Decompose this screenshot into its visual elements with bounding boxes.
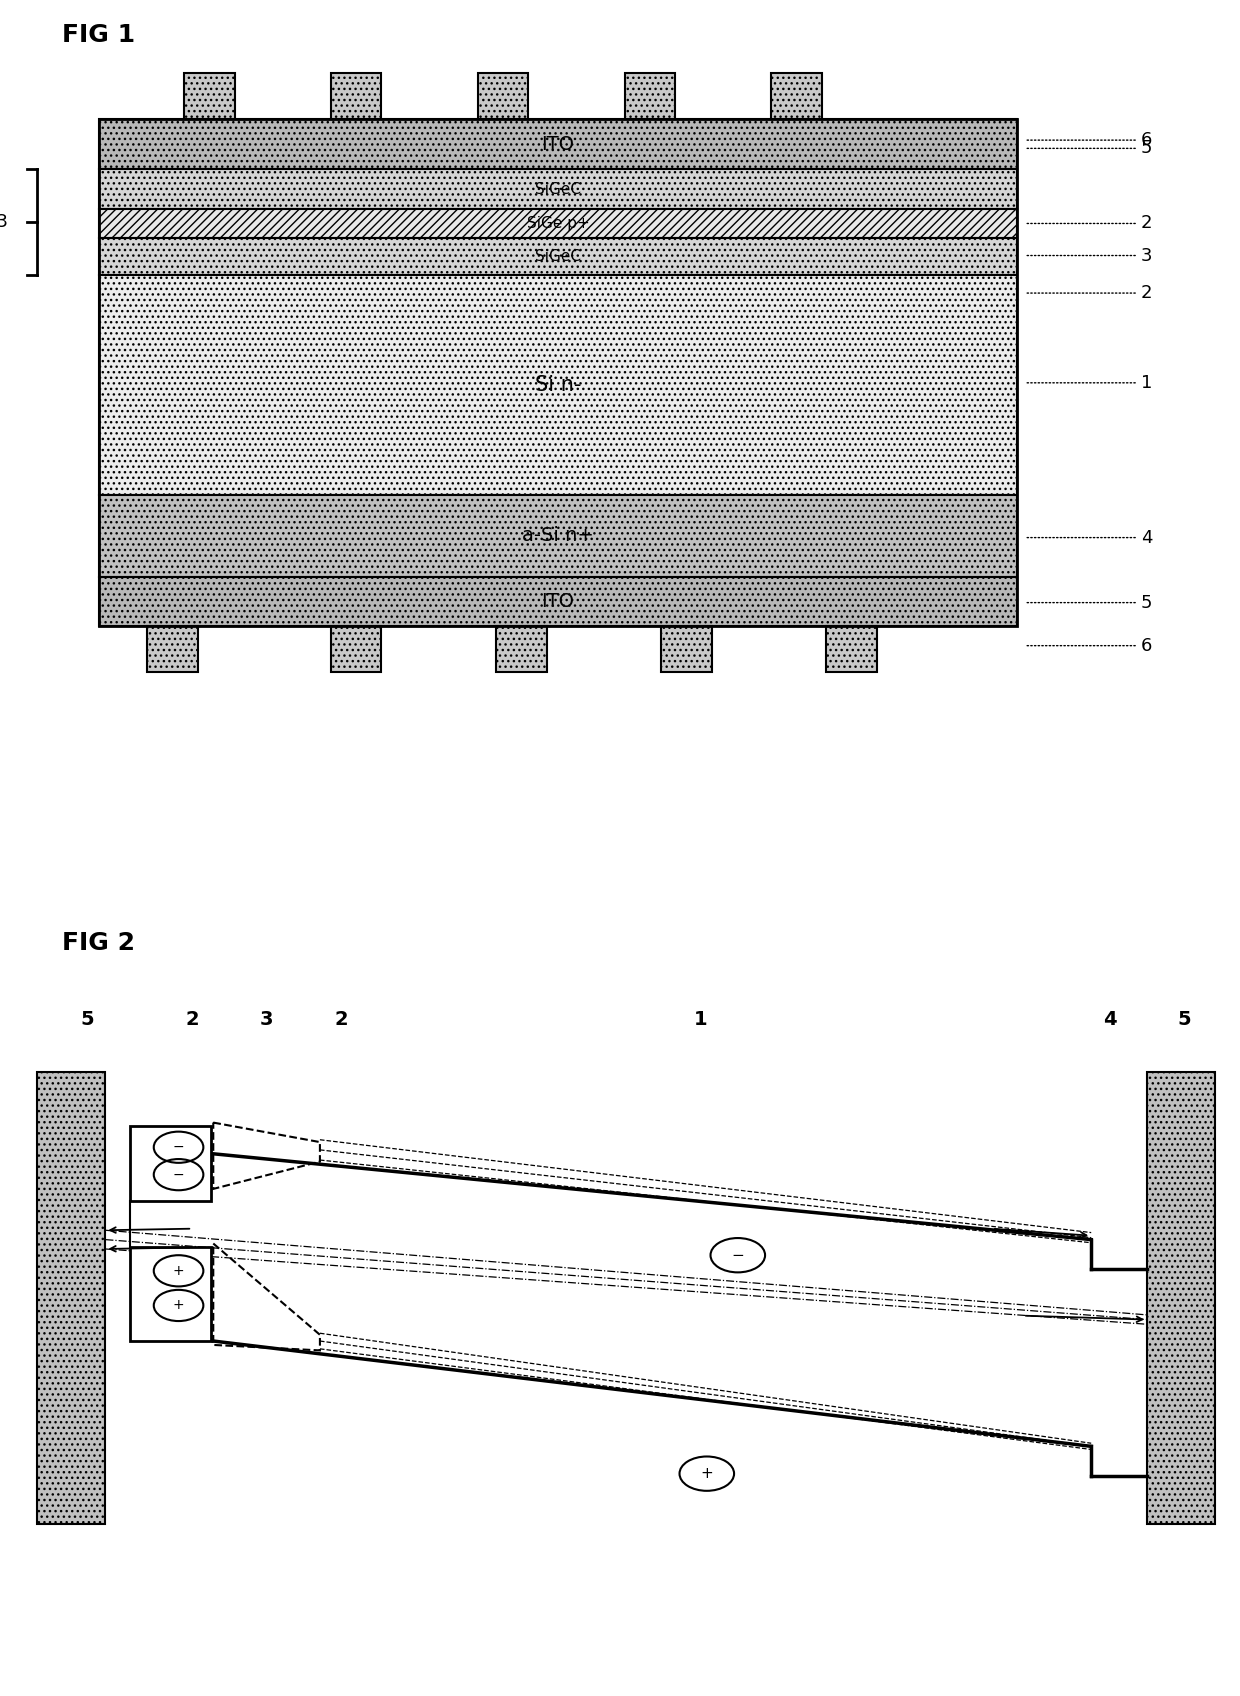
Text: SiGeC: SiGeC: [534, 249, 582, 265]
Bar: [99, 577, 1017, 626]
Text: 2: 2: [1025, 283, 1152, 302]
Bar: [771, 73, 822, 119]
Bar: [661, 626, 712, 672]
Text: FIG 1: FIG 1: [62, 24, 135, 47]
Bar: [331, 626, 382, 672]
Bar: [99, 209, 1017, 237]
Text: 5: 5: [81, 1009, 93, 1029]
Bar: [496, 626, 547, 672]
Bar: [625, 73, 675, 119]
Bar: [37, 1072, 105, 1525]
Text: FIG 2: FIG 2: [62, 931, 135, 955]
Text: 5: 5: [1178, 1009, 1190, 1029]
Text: 5: 5: [1025, 594, 1152, 612]
Text: 5: 5: [1025, 139, 1152, 158]
Bar: [130, 1126, 211, 1201]
Text: −: −: [732, 1248, 744, 1264]
Text: SiGe p+: SiGe p+: [527, 215, 589, 231]
Bar: [99, 237, 1017, 275]
Bar: [184, 73, 234, 119]
Text: 6: 6: [1025, 131, 1152, 149]
Text: 2: 2: [1025, 214, 1152, 232]
Text: 3: 3: [1025, 246, 1152, 265]
Text: 2: 2: [186, 1009, 198, 1029]
Text: +: +: [172, 1299, 185, 1313]
Text: 1: 1: [1025, 373, 1152, 392]
Text: 3: 3: [260, 1009, 273, 1029]
Text: −: −: [172, 1167, 185, 1182]
Text: 2: 2: [335, 1009, 347, 1029]
Text: ITO: ITO: [542, 134, 574, 154]
Bar: [331, 73, 382, 119]
Text: Si n-: Si n-: [534, 375, 582, 395]
Text: +: +: [701, 1465, 713, 1481]
Text: +: +: [172, 1264, 185, 1277]
Bar: [477, 73, 528, 119]
Bar: [1147, 1072, 1215, 1525]
Bar: [130, 1248, 211, 1342]
Bar: [99, 119, 1017, 170]
Text: 1: 1: [694, 1009, 707, 1029]
Text: 4: 4: [1025, 529, 1152, 546]
Bar: [826, 626, 877, 672]
Bar: [99, 170, 1017, 209]
Bar: [99, 119, 1017, 626]
Bar: [148, 626, 198, 672]
Text: 4: 4: [1104, 1009, 1116, 1029]
Bar: [99, 495, 1017, 577]
Text: 6: 6: [1025, 636, 1152, 655]
Text: 23: 23: [0, 214, 9, 231]
Text: SiGeC: SiGeC: [534, 181, 582, 197]
Text: −: −: [172, 1140, 185, 1155]
Bar: [99, 275, 1017, 495]
Text: a-Si n+: a-Si n+: [522, 526, 594, 546]
Text: ITO: ITO: [542, 592, 574, 611]
